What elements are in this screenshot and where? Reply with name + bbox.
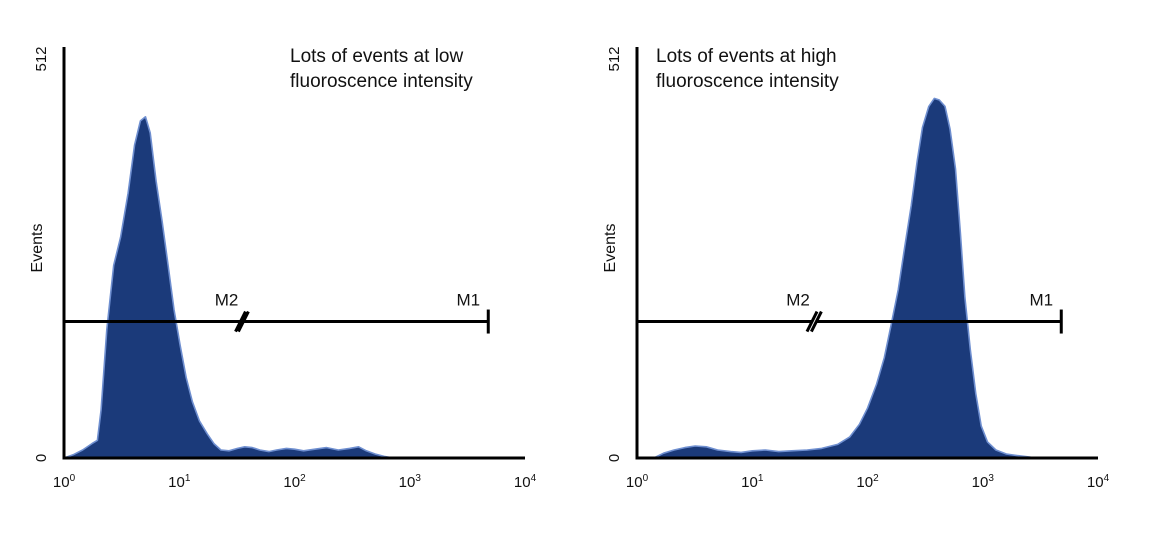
- x-tick-label: 103: [399, 473, 422, 491]
- x-tick-label: 102: [283, 473, 306, 491]
- annotation-line: Lots of events at low: [290, 46, 463, 67]
- annotation-line: Lots of events at high: [656, 46, 837, 67]
- y-axis-label: Events: [29, 224, 46, 273]
- y-tick-label: 512: [33, 46, 50, 71]
- x-tick-label: 102: [856, 473, 879, 491]
- y-axis-label: Events: [602, 224, 619, 273]
- gate-break-m2: [234, 310, 247, 333]
- y-tick-label: 512: [606, 46, 623, 71]
- y-tick-label: 0: [33, 454, 50, 462]
- histogram-area: [653, 97, 1044, 459]
- gate-label-m1: M1: [456, 291, 480, 310]
- x-tick-label: 100: [53, 473, 76, 491]
- annotation-line: fluoroscence intensity: [290, 71, 473, 92]
- x-tick-label: 103: [972, 473, 995, 491]
- x-tick-label: 101: [741, 473, 764, 491]
- gate-break-m2: [805, 310, 819, 333]
- annotation-line: fluoroscence intensity: [656, 71, 839, 92]
- x-tick-label: 104: [514, 473, 537, 491]
- chart-panel-2: 100 101 102 103 104 0 512 Events Lots of events …: [602, 46, 1110, 491]
- y-tick-label: 0: [606, 454, 623, 462]
- gate-label-m2: M2: [786, 291, 810, 310]
- x-tick-label: 101: [168, 473, 191, 491]
- gate-label-m2: M2: [215, 291, 239, 310]
- x-tick-label: 104: [1087, 473, 1110, 491]
- chart-panel-1: 100 101 102 103 104 0 512 Events Lots of events …: [29, 46, 537, 491]
- x-tick-label: 100: [626, 473, 649, 491]
- histogram-area: [63, 116, 395, 459]
- gate-label-m1: M1: [1029, 291, 1053, 310]
